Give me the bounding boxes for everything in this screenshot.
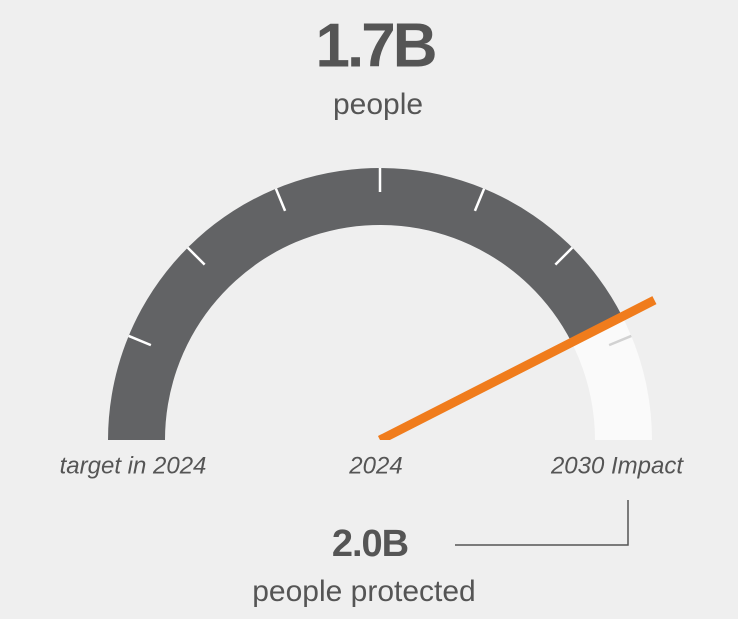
value-label: 1.7B <box>316 11 435 80</box>
start-label: target in 2024 <box>60 452 207 479</box>
max-unit-label: people protected <box>252 575 476 608</box>
end-label: 2030 Impact <box>550 452 684 479</box>
needle <box>377 296 657 440</box>
connector <box>455 500 629 546</box>
max-label: 2.0B <box>332 523 408 565</box>
gauge-tick <box>554 246 574 266</box>
gauge-tick <box>608 334 632 347</box>
gauge-tick <box>274 188 287 212</box>
gauge-tick <box>186 246 206 266</box>
gauge-fill <box>108 168 623 440</box>
center-label: 2024 <box>348 452 402 479</box>
gauge-tick <box>473 188 486 212</box>
gauge-tick <box>128 334 152 347</box>
unit-label: people <box>333 88 423 121</box>
